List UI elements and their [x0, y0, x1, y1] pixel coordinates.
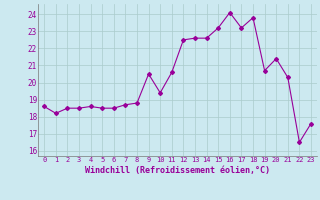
X-axis label: Windchill (Refroidissement éolien,°C): Windchill (Refroidissement éolien,°C): [85, 166, 270, 175]
